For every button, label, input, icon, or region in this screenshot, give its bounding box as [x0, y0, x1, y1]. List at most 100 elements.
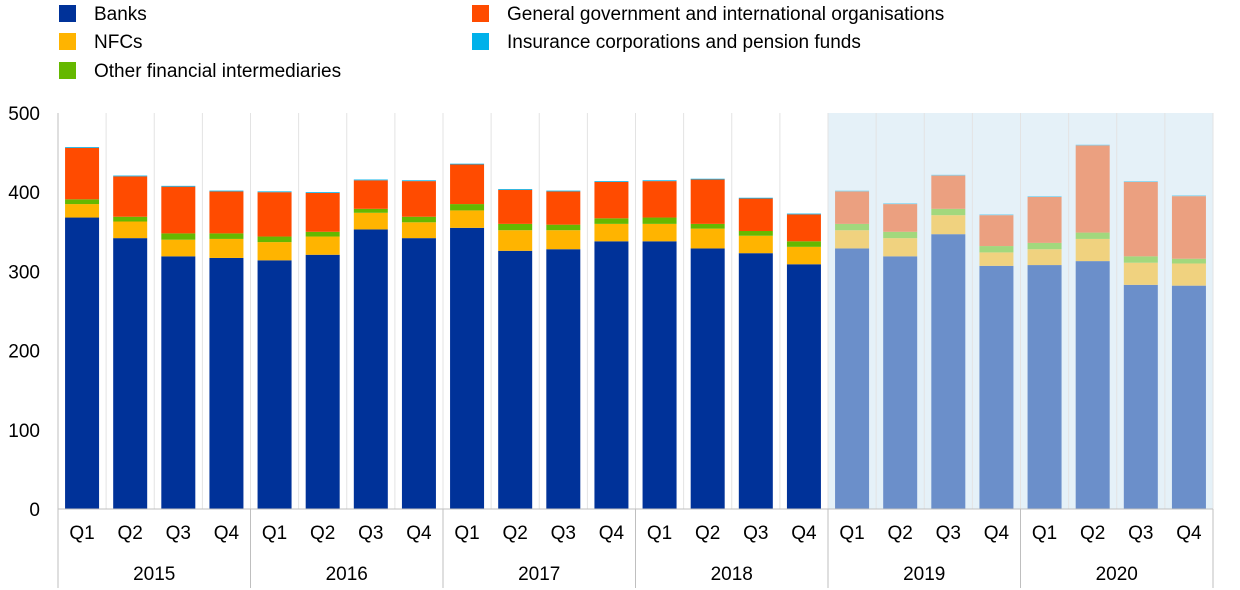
bar-segment-banks	[401, 238, 436, 510]
legend-item-general-government-and-international-organisations: General government and international org…	[472, 4, 944, 25]
bar-segment-general-government-and-international-organisations	[161, 186, 196, 234]
x-tick-label: Q2	[888, 523, 913, 544]
bar-segment-nfcs	[1027, 249, 1062, 266]
bar-segment-banks	[1123, 284, 1158, 509]
year-label: 2016	[326, 564, 368, 585]
bar-segment-other-financial-intermediaries	[257, 236, 292, 243]
bar-segment-nfcs	[642, 223, 677, 242]
bar-segment-general-government-and-international-organisations	[498, 189, 533, 224]
x-tick-label: Q1	[262, 523, 287, 544]
bar-segment-banks	[209, 257, 244, 509]
bar-segment-insurance-corporations-and-pension-funds	[209, 190, 244, 192]
bar-segment-general-government-and-international-organisations	[786, 214, 821, 242]
legend-label: Banks	[94, 4, 147, 25]
bar-stack	[257, 191, 292, 509]
bar-segment-nfcs	[161, 239, 196, 257]
bar-segment-nfcs	[835, 230, 870, 249]
bar-segment-banks	[353, 229, 388, 509]
bar-stack	[979, 214, 1014, 509]
bar-stack	[450, 163, 485, 509]
bar-segment-banks	[786, 264, 821, 509]
bar-segment-insurance-corporations-and-pension-funds	[161, 185, 196, 187]
x-tick-label: Q2	[695, 523, 720, 544]
bar-stack	[161, 185, 196, 509]
bar-stack	[690, 178, 725, 509]
y-tick-label: 100	[8, 421, 40, 442]
y-axis: 0 100 200 300 400 500	[8, 104, 59, 521]
bar-segment-insurance-corporations-and-pension-funds	[546, 190, 581, 192]
bar-segment-nfcs	[209, 238, 244, 258]
bar-stack	[1027, 196, 1062, 509]
x-tick-label: Q3	[358, 523, 383, 544]
bar-stack	[305, 192, 340, 509]
bar-segment-other-financial-intermediaries	[1123, 256, 1158, 263]
bar-segment-other-financial-intermediaries	[401, 216, 436, 223]
bar-segment-insurance-corporations-and-pension-funds	[257, 191, 292, 193]
bar-segment-insurance-corporations-and-pension-funds	[1123, 181, 1158, 182]
bar-segment-nfcs	[883, 238, 918, 257]
bar-segment-insurance-corporations-and-pension-funds	[979, 214, 1014, 216]
bar-segment-insurance-corporations-and-pension-funds	[305, 192, 340, 193]
bar-segment-nfcs	[257, 242, 292, 261]
bars	[65, 144, 1206, 510]
y-tick-label: 0	[29, 500, 40, 521]
bar-segment-general-government-and-international-organisations	[305, 192, 340, 232]
bar-stack	[883, 203, 918, 509]
bar-segment-insurance-corporations-and-pension-funds	[113, 175, 148, 177]
x-tick-label: Q1	[1032, 523, 1057, 544]
x-tick-label: Q4	[599, 523, 625, 544]
bar-segment-other-financial-intermediaries	[642, 217, 677, 224]
bar-segment-general-government-and-international-organisations	[931, 175, 966, 209]
bar-stack	[931, 174, 966, 509]
x-tick-label: Q2	[1080, 523, 1105, 544]
bar-stack	[209, 190, 244, 509]
bar-stack	[401, 180, 436, 510]
bar-segment-other-financial-intermediaries	[113, 216, 148, 222]
bar-segment-nfcs	[546, 230, 581, 250]
x-tick-label: Q3	[166, 523, 191, 544]
bar-segment-general-government-and-international-organisations	[65, 147, 100, 200]
bar-segment-nfcs	[113, 221, 148, 239]
legend-label: General government and international org…	[507, 4, 944, 25]
legend-label: Insurance corporations and pension funds	[507, 32, 861, 53]
bar-segment-general-government-and-international-organisations	[738, 198, 773, 232]
bar-segment-banks	[305, 254, 340, 509]
bar-stack	[738, 197, 773, 509]
bar-segment-insurance-corporations-and-pension-funds	[1171, 195, 1206, 197]
bar-segment-other-financial-intermediaries	[931, 208, 966, 216]
x-tick-label: Q1	[69, 523, 94, 544]
bar-segment-insurance-corporations-and-pension-funds	[786, 213, 821, 215]
bar-stack	[1075, 144, 1110, 509]
year-label: 2018	[711, 564, 753, 585]
bar-segment-other-financial-intermediaries	[65, 199, 100, 205]
bar-segment-insurance-corporations-and-pension-funds	[450, 163, 485, 165]
bar-segment-banks	[931, 234, 966, 509]
x-tick-label: Q2	[310, 523, 335, 544]
bar-segment-general-government-and-international-organisations	[1123, 181, 1158, 257]
bar-segment-other-financial-intermediaries	[305, 231, 340, 237]
year-label: 2020	[1096, 564, 1138, 585]
bar-segment-nfcs	[450, 210, 485, 228]
bar-segment-insurance-corporations-and-pension-funds	[738, 197, 773, 199]
category-separators	[105, 113, 1214, 509]
bar-segment-banks	[738, 253, 773, 509]
bar-stack	[1171, 195, 1206, 509]
bar-segment-nfcs	[353, 212, 388, 230]
x-tick-label: Q3	[743, 523, 768, 544]
bar-segment-other-financial-intermediaries	[450, 204, 485, 211]
bar-segment-other-financial-intermediaries	[835, 223, 870, 231]
legend-item-other-financial-intermediaries: Other financial intermediaries	[59, 61, 341, 82]
bar-segment-general-government-and-international-organisations	[690, 179, 725, 224]
bar-segment-general-government-and-international-organisations	[257, 192, 292, 237]
bar-segment-insurance-corporations-and-pension-funds	[1075, 144, 1110, 146]
bar-segment-general-government-and-international-organisations	[546, 191, 581, 225]
x-tick-label: Q4	[406, 523, 432, 544]
bar-segment-banks	[113, 238, 148, 510]
legend-label: Other financial intermediaries	[94, 61, 341, 82]
bar-stack	[1123, 181, 1158, 509]
bar-segment-other-financial-intermediaries	[1171, 258, 1206, 264]
bar-segment-nfcs	[931, 215, 966, 235]
bar-segment-insurance-corporations-and-pension-funds	[835, 190, 870, 192]
x-axis: Q1 Q2 Q3 Q4 Q1 Q2 Q3 Q4 Q1 Q2 Q3 Q4 Q1 Q2 Q3 Q4 Q1 Q2 Q3 Q4…	[57, 508, 1214, 588]
bar-segment-insurance-corporations-and-pension-funds	[401, 180, 436, 182]
